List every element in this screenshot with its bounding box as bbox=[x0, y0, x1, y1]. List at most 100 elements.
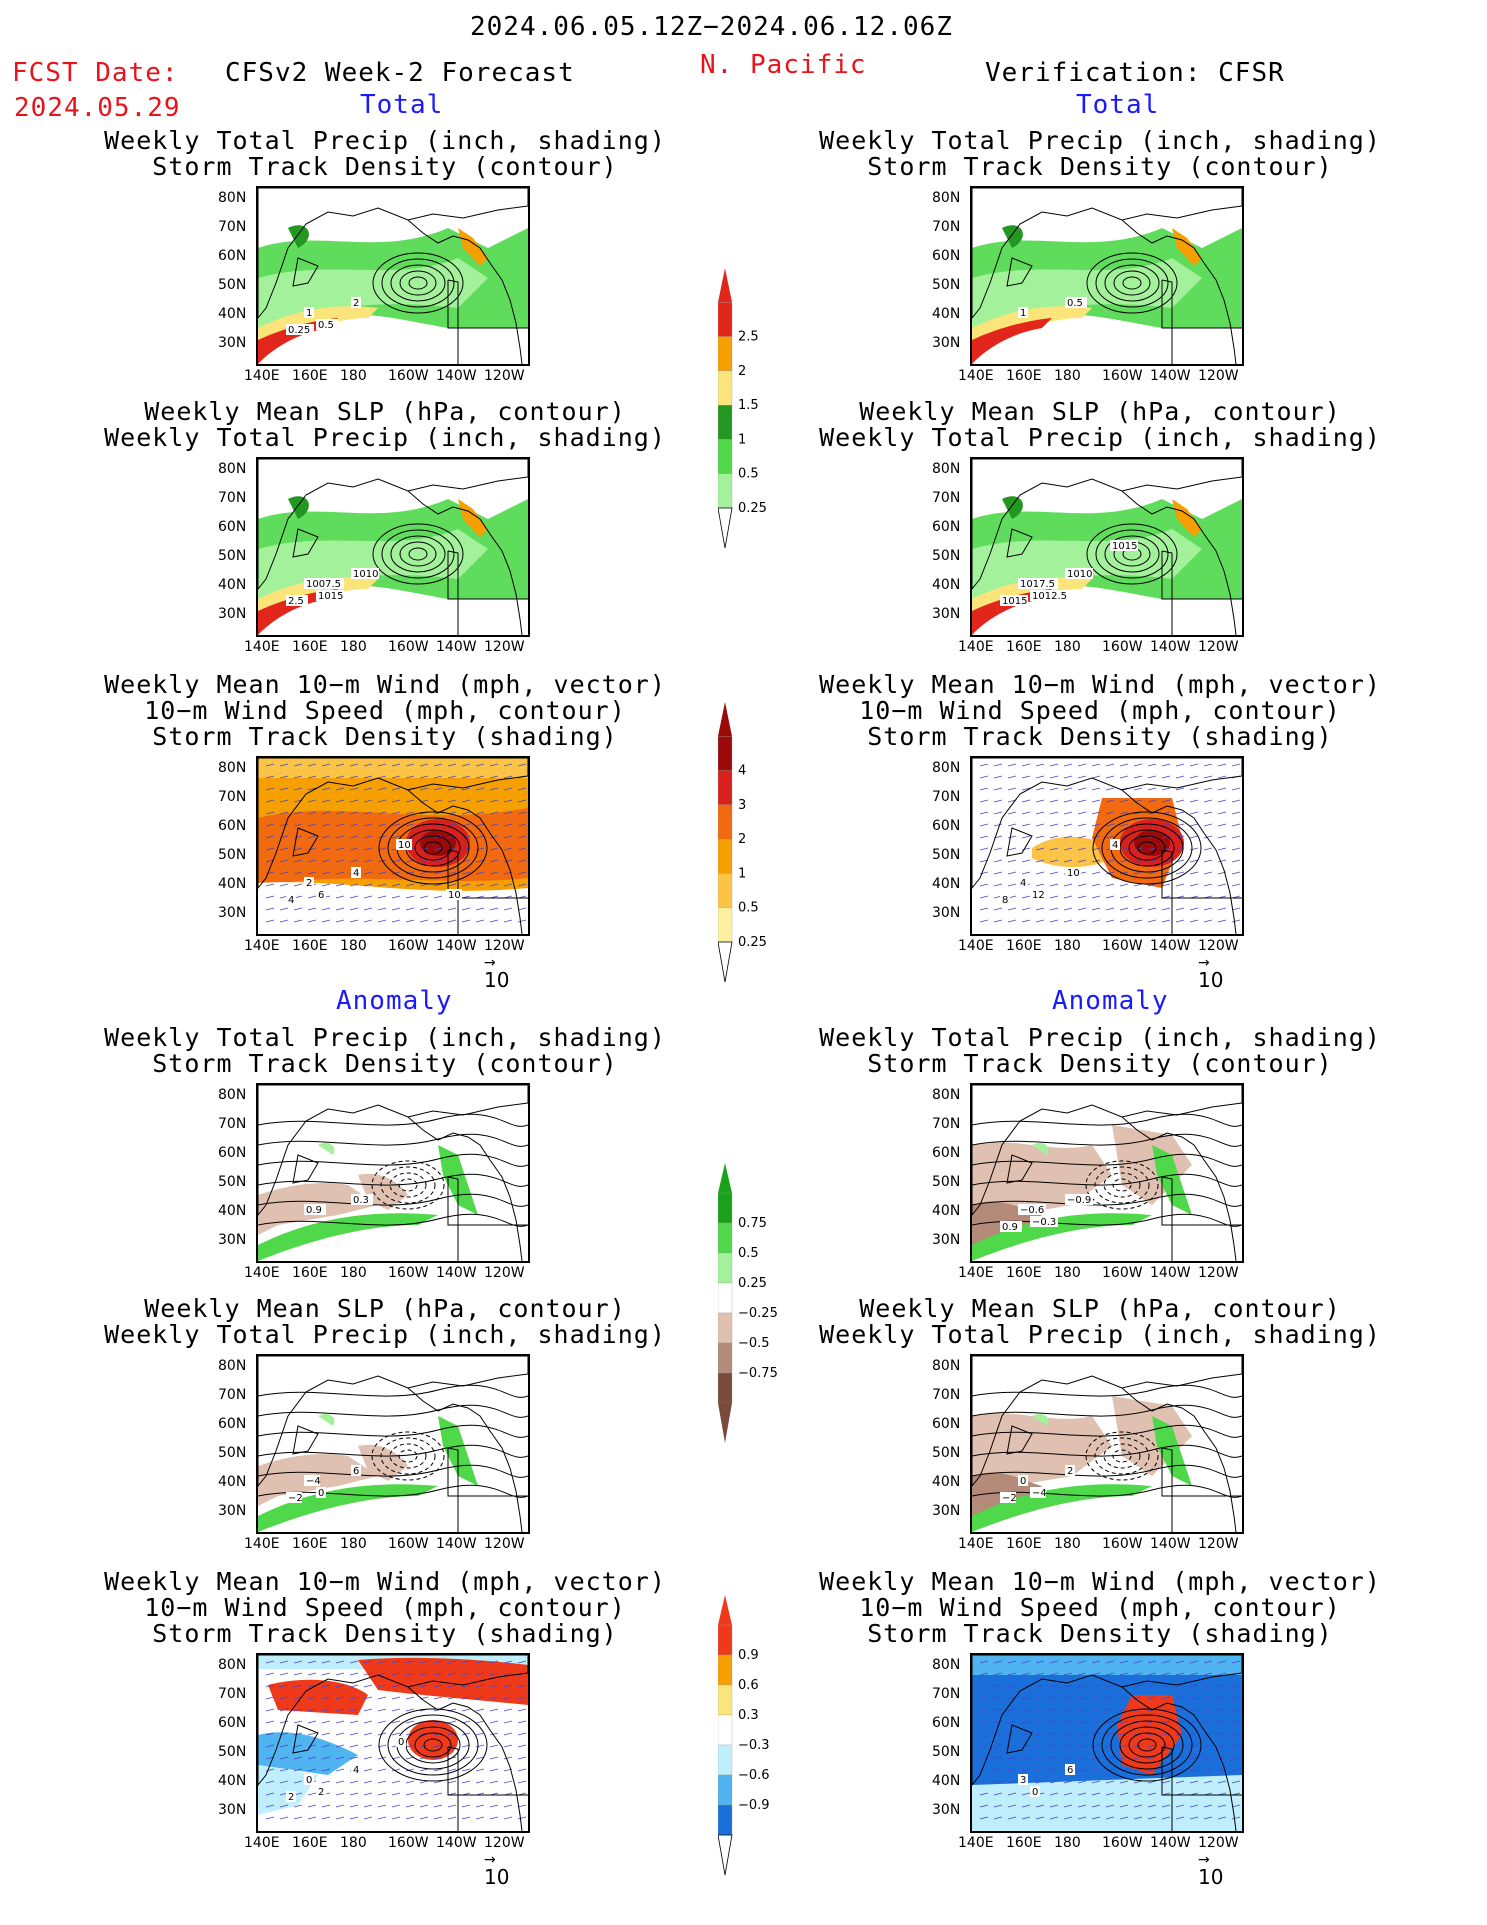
lon-tick-label: 120W bbox=[484, 1835, 525, 1851]
colorbar-label: 4 bbox=[738, 764, 746, 779]
colorbar-label: 0.75 bbox=[738, 1216, 767, 1231]
svg-text:1015: 1015 bbox=[1002, 596, 1027, 607]
lon-tick-label: 160W bbox=[1102, 368, 1143, 384]
contour-label: −0.9 bbox=[1065, 1194, 1093, 1206]
panel-title-fc-wind-total: Weekly Mean 10−m Wind (mph, vector) 10−m… bbox=[104, 670, 666, 751]
lon-tick-label: 140E bbox=[244, 1835, 280, 1851]
colorbar-segment bbox=[718, 1624, 733, 1656]
lat-tick-label: 80N bbox=[218, 1087, 247, 1103]
colorbar-top-triangle bbox=[718, 268, 732, 303]
lon-tick-label: 180 bbox=[1054, 1265, 1081, 1281]
lon-tick-label: 180 bbox=[340, 639, 367, 655]
contour-label: 0 bbox=[1018, 1475, 1028, 1487]
lat-tick-label: 80N bbox=[218, 461, 247, 477]
lon-tick-label: 120W bbox=[484, 938, 525, 954]
colorbar-label: 0.25 bbox=[738, 935, 767, 950]
lat-tick-label: 80N bbox=[218, 1358, 247, 1374]
lon-tick-label: 120W bbox=[484, 1536, 525, 1552]
map-obs-slp-anom: 0 2 −4 −2 bbox=[970, 1354, 1244, 1534]
lon-tick-label: 180 bbox=[1054, 1835, 1081, 1851]
svg-text:0: 0 bbox=[318, 1488, 324, 1499]
colorbar-label: 1.5 bbox=[738, 398, 759, 413]
lat-tick-label: 60N bbox=[218, 1145, 247, 1161]
lon-tick-label: 160E bbox=[292, 639, 328, 655]
lat-tick-label: 50N bbox=[218, 548, 247, 564]
lon-tick-label: 120W bbox=[1198, 1536, 1239, 1552]
colorbar-segment bbox=[718, 1252, 733, 1284]
colorbar-segment bbox=[718, 404, 733, 440]
map-fc-slp-total: 1007.5 1010 1015 2.5 bbox=[256, 457, 530, 637]
lat-tick-label: 60N bbox=[932, 1416, 961, 1432]
contour-label: 1 bbox=[1018, 307, 1028, 319]
lat-tick-label: 50N bbox=[932, 1174, 961, 1190]
colorbar-label: 2 bbox=[738, 364, 746, 379]
lon-tick-label: 140W bbox=[1150, 1265, 1191, 1281]
svg-text:4: 4 bbox=[1112, 840, 1118, 851]
lat-tick-label: 40N bbox=[932, 1474, 961, 1490]
svg-text:0: 0 bbox=[1032, 1787, 1038, 1798]
lat-tick-label: 80N bbox=[932, 1087, 961, 1103]
svg-text:12: 12 bbox=[1032, 890, 1045, 901]
svg-text:2.5: 2.5 bbox=[288, 596, 304, 607]
contour-label: 4 bbox=[1018, 877, 1028, 889]
contour-label: 4 bbox=[351, 1764, 361, 1776]
lon-tick-label: 160W bbox=[1102, 1536, 1143, 1552]
contour-label: 1010 bbox=[1065, 568, 1093, 580]
colorbar-label: −0.5 bbox=[738, 1336, 770, 1351]
lon-tick-label: 160W bbox=[388, 938, 429, 954]
colorbar-bottom-triangle bbox=[718, 1834, 733, 1876]
lon-tick-label: 180 bbox=[1054, 368, 1081, 384]
svg-text:2: 2 bbox=[353, 298, 359, 309]
lon-tick-label: 120W bbox=[1198, 368, 1239, 384]
colorbar-segment bbox=[718, 804, 733, 840]
lat-tick-label: 50N bbox=[932, 548, 961, 564]
colorbar-top-triangle bbox=[718, 702, 732, 737]
svg-text:4: 4 bbox=[353, 868, 359, 879]
colorbar-label: 1 bbox=[738, 866, 746, 881]
contour-label: 2 bbox=[1065, 1465, 1075, 1477]
colorbar-storm-total: 4 3 2 1 0.5 0.25 bbox=[718, 702, 798, 990]
lon-tick-label: 160E bbox=[1006, 1835, 1042, 1851]
svg-text:10: 10 bbox=[398, 840, 411, 851]
contour-label: 0 bbox=[396, 1736, 406, 1748]
colorbar-segment bbox=[718, 439, 733, 474]
lat-tick-label: 60N bbox=[932, 519, 961, 535]
colorbar-label: −0.75 bbox=[738, 1366, 778, 1381]
lat-tick-label: 80N bbox=[932, 1657, 961, 1673]
svg-text:2: 2 bbox=[306, 878, 312, 889]
contour-label: 0.5 bbox=[316, 319, 338, 331]
lat-tick-label: 40N bbox=[932, 1203, 961, 1219]
lat-tick-label: 60N bbox=[932, 248, 961, 264]
colorbar-segment bbox=[718, 1684, 733, 1716]
colorbar-label: 2.5 bbox=[738, 330, 759, 345]
contour-label: −4 bbox=[1030, 1487, 1047, 1499]
contour-label: 2.5 bbox=[286, 595, 308, 607]
contour-label: 1007.5 bbox=[304, 578, 344, 590]
colorbar-label: 0.25 bbox=[738, 501, 767, 516]
map-obs-wind-total: 4 10 12 8 4 bbox=[970, 756, 1244, 936]
lon-tick-label: 140W bbox=[436, 1536, 477, 1552]
lon-tick-label: 120W bbox=[484, 368, 525, 384]
lon-tick-label: 140E bbox=[958, 368, 994, 384]
lon-tick-label: 160E bbox=[292, 1835, 328, 1851]
lat-tick-label: 80N bbox=[932, 1358, 961, 1374]
lat-tick-label: 70N bbox=[218, 219, 247, 235]
lat-tick-label: 80N bbox=[218, 760, 247, 776]
colorbar-segment bbox=[718, 370, 733, 406]
lon-tick-label: 140E bbox=[244, 1265, 280, 1281]
lon-tick-label: 120W bbox=[484, 639, 525, 655]
lat-tick-label: 40N bbox=[932, 876, 961, 892]
lat-tick-label: 70N bbox=[218, 490, 247, 506]
colorbar-segment bbox=[718, 1222, 733, 1254]
lon-tick-label: 160E bbox=[292, 1536, 328, 1552]
lon-tick-label: 160W bbox=[1102, 1265, 1143, 1281]
lat-tick-label: 30N bbox=[218, 1503, 247, 1519]
svg-text:2: 2 bbox=[288, 1792, 294, 1803]
colorbar-label: 0.6 bbox=[738, 1678, 759, 1693]
svg-text:0.25: 0.25 bbox=[288, 325, 310, 336]
colorbar-label: 1 bbox=[738, 432, 746, 447]
lat-tick-label: 50N bbox=[932, 847, 961, 863]
lon-tick-label: 180 bbox=[340, 938, 367, 954]
svg-text:6: 6 bbox=[318, 890, 324, 901]
svg-text:1: 1 bbox=[306, 308, 312, 319]
